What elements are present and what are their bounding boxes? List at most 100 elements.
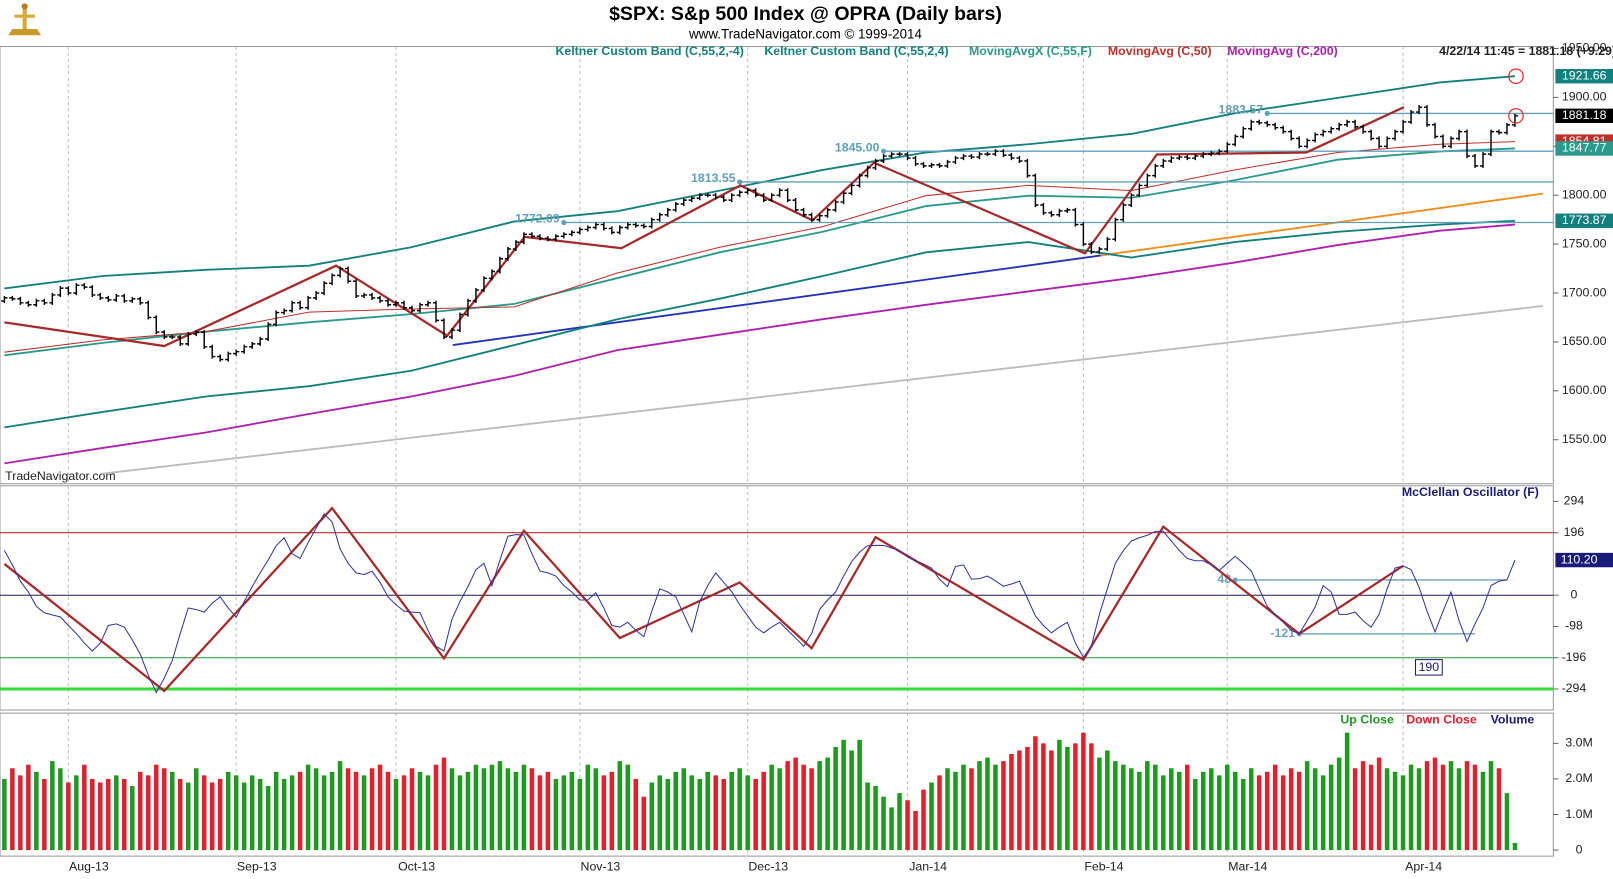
price-bar <box>696 193 703 201</box>
volume-bar <box>1512 842 1518 851</box>
price-bar <box>368 292 376 300</box>
volume-bar <box>297 771 303 851</box>
price-bar <box>496 256 504 274</box>
volume-bar <box>1472 764 1478 851</box>
price-bar <box>544 236 551 242</box>
volume-bar <box>1360 761 1366 851</box>
y-tick-label: 0 <box>1576 842 1583 856</box>
volume-bar <box>537 775 543 851</box>
volume-bar <box>681 768 687 851</box>
price-bar <box>1376 136 1383 149</box>
price-bar <box>928 162 935 168</box>
price-bar <box>560 232 567 239</box>
y-tick-label: 1750.00 <box>1562 236 1607 250</box>
price-bar <box>1511 113 1519 127</box>
level-dot <box>561 219 567 226</box>
price-bar <box>1088 242 1095 254</box>
volume-bar <box>1185 764 1190 851</box>
volume-bar <box>929 782 934 851</box>
logo <box>8 3 42 36</box>
volume-bar <box>66 782 71 851</box>
price-bar <box>81 283 88 290</box>
y-tick-label: 1800.00 <box>1562 187 1607 201</box>
price-bar <box>600 222 607 231</box>
level-label: 1772.09 <box>515 212 560 226</box>
volume-bar <box>138 771 143 851</box>
price-bar <box>1384 136 1391 149</box>
volume-bar <box>425 775 431 851</box>
volume-bar <box>1057 739 1062 851</box>
y-tick-label: 1550.00 <box>1562 432 1607 446</box>
volume-bar <box>1097 757 1102 851</box>
volume-bar <box>1304 761 1310 851</box>
volume-bar <box>281 778 287 851</box>
price-bar <box>1479 152 1487 168</box>
y-tick-label: 1900.00 <box>1562 90 1607 104</box>
price-bar <box>624 222 631 230</box>
x-tick-label: Feb-14 <box>1084 860 1123 874</box>
price-bar <box>1152 163 1159 178</box>
volume-bar <box>481 768 487 851</box>
price-bar <box>552 234 559 242</box>
volume-bar <box>1216 775 1222 851</box>
price-bar <box>680 198 687 207</box>
value-label-bg <box>1555 552 1613 568</box>
volume-bar <box>905 800 910 851</box>
y-tick-label: 294 <box>1564 494 1585 508</box>
volume-bar <box>665 778 671 851</box>
price-bar <box>608 226 615 235</box>
volume-bar <box>585 764 591 851</box>
price-bar <box>1128 193 1135 208</box>
volume-bar <box>313 768 319 851</box>
price-bar <box>201 330 208 349</box>
volume-bar <box>745 775 750 851</box>
volume-bar <box>1288 768 1294 851</box>
volume-bar <box>529 768 535 851</box>
price-bar <box>464 298 472 317</box>
price-bar <box>656 212 663 222</box>
value-label: 1847.77 <box>1562 141 1607 155</box>
volume-bar <box>42 778 47 851</box>
price-bar <box>105 295 112 302</box>
volume-bar <box>393 778 399 851</box>
volume-bar <box>1025 746 1030 851</box>
volume-bar <box>441 757 447 851</box>
volume-bar <box>377 764 383 851</box>
volume-bar <box>1336 757 1342 851</box>
volume-bar <box>1424 761 1430 851</box>
price-bar <box>9 295 16 301</box>
legend-entry: MovingAvg (C,50) <box>1108 44 1212 58</box>
volume-bar <box>993 764 998 851</box>
price-panel <box>0 46 1554 485</box>
legend-entry: Up Close <box>1340 713 1394 727</box>
price-bar <box>1024 158 1031 178</box>
volume-bar <box>913 810 918 851</box>
price-bar <box>648 217 655 229</box>
price-bar <box>225 351 232 362</box>
volume-bar <box>1001 761 1006 851</box>
price-bar <box>976 152 983 160</box>
price-bar <box>1455 129 1463 141</box>
volume-bar <box>785 761 790 851</box>
price-bar <box>1000 149 1007 158</box>
volume-bar <box>273 771 279 851</box>
price-bar <box>121 293 128 303</box>
volume-bar <box>401 775 407 851</box>
volume-bar <box>417 771 423 851</box>
price-bar <box>153 315 160 335</box>
volume-bar <box>465 771 471 851</box>
price-bar <box>25 300 32 307</box>
volume-bar <box>161 768 167 851</box>
volume-bar <box>385 771 391 851</box>
level-label: 1845.00 <box>835 140 880 154</box>
volume-bar <box>1328 764 1334 851</box>
volume-bar <box>1201 771 1206 851</box>
volume-bar <box>673 771 679 851</box>
volume-bar <box>1280 775 1286 851</box>
price-bar <box>1407 110 1415 124</box>
value-label-bg <box>1555 213 1613 228</box>
price-bar <box>488 269 496 281</box>
price-bar <box>1399 119 1407 134</box>
price-bar <box>504 246 512 261</box>
level-dot <box>1264 110 1270 117</box>
